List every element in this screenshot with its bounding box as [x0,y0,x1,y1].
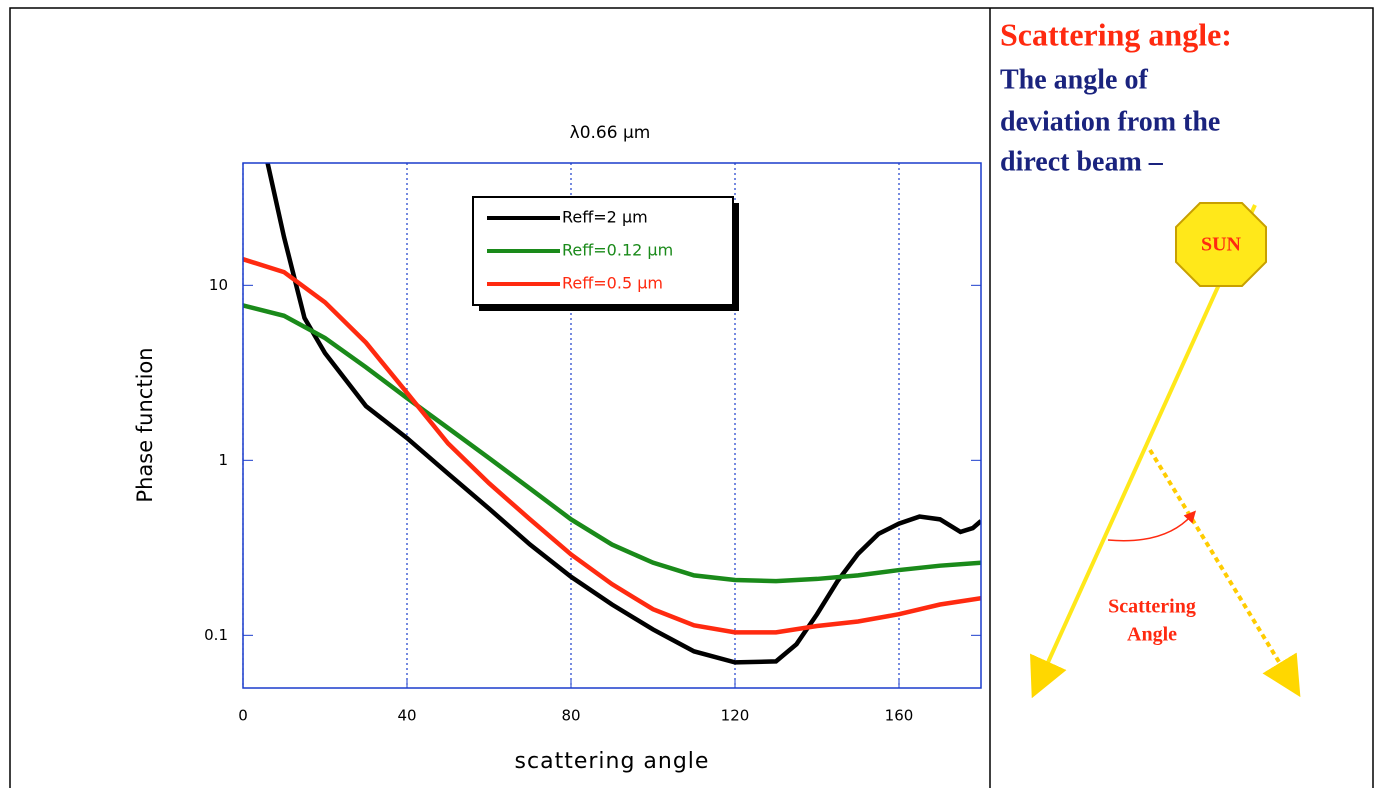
sun-label: SUN [1201,234,1242,256]
x-tick-label: 120 [721,707,750,725]
sun-icon [1175,202,1267,287]
x-tick-label: 80 [561,707,580,725]
x-tick-label: 160 [885,707,914,725]
x-axis-label: scattering angle [515,749,710,774]
legend-label: Reff=2 μm [562,208,648,227]
y-tick-label: 0.1 [204,626,228,644]
legend: Reff=2 μm Reff=0.12 μm Reff=0.5 μm [472,196,739,311]
chart-title: λ0.66 μm [570,123,651,143]
side-description: deviation from the [1000,106,1220,137]
angle-label: Scattering [1108,596,1196,618]
series-line [243,257,981,635]
side-heading: Scattering angle: [1000,16,1232,52]
series-line [265,163,981,665]
x-tick-label: 0 [238,707,248,725]
legend-label: Reff=0.5 μm [562,274,663,293]
angle-label: Angle [1127,624,1177,646]
plot-frame [242,162,982,689]
legend-label: Reff=0.12 μm [562,241,673,260]
y-axis-label: Phase function [133,347,157,502]
y-tick-label: 1 [218,451,228,469]
x-tick-label: 40 [397,707,416,725]
series-group [243,163,981,665]
side-description: The angle of [1000,64,1148,95]
series-line [243,303,981,584]
side-description: direct beam – [1000,146,1164,177]
angle-arc [1107,510,1197,542]
plot [242,163,981,688]
slide-border [9,7,1374,792]
y-tick-label: 10 [209,276,228,294]
